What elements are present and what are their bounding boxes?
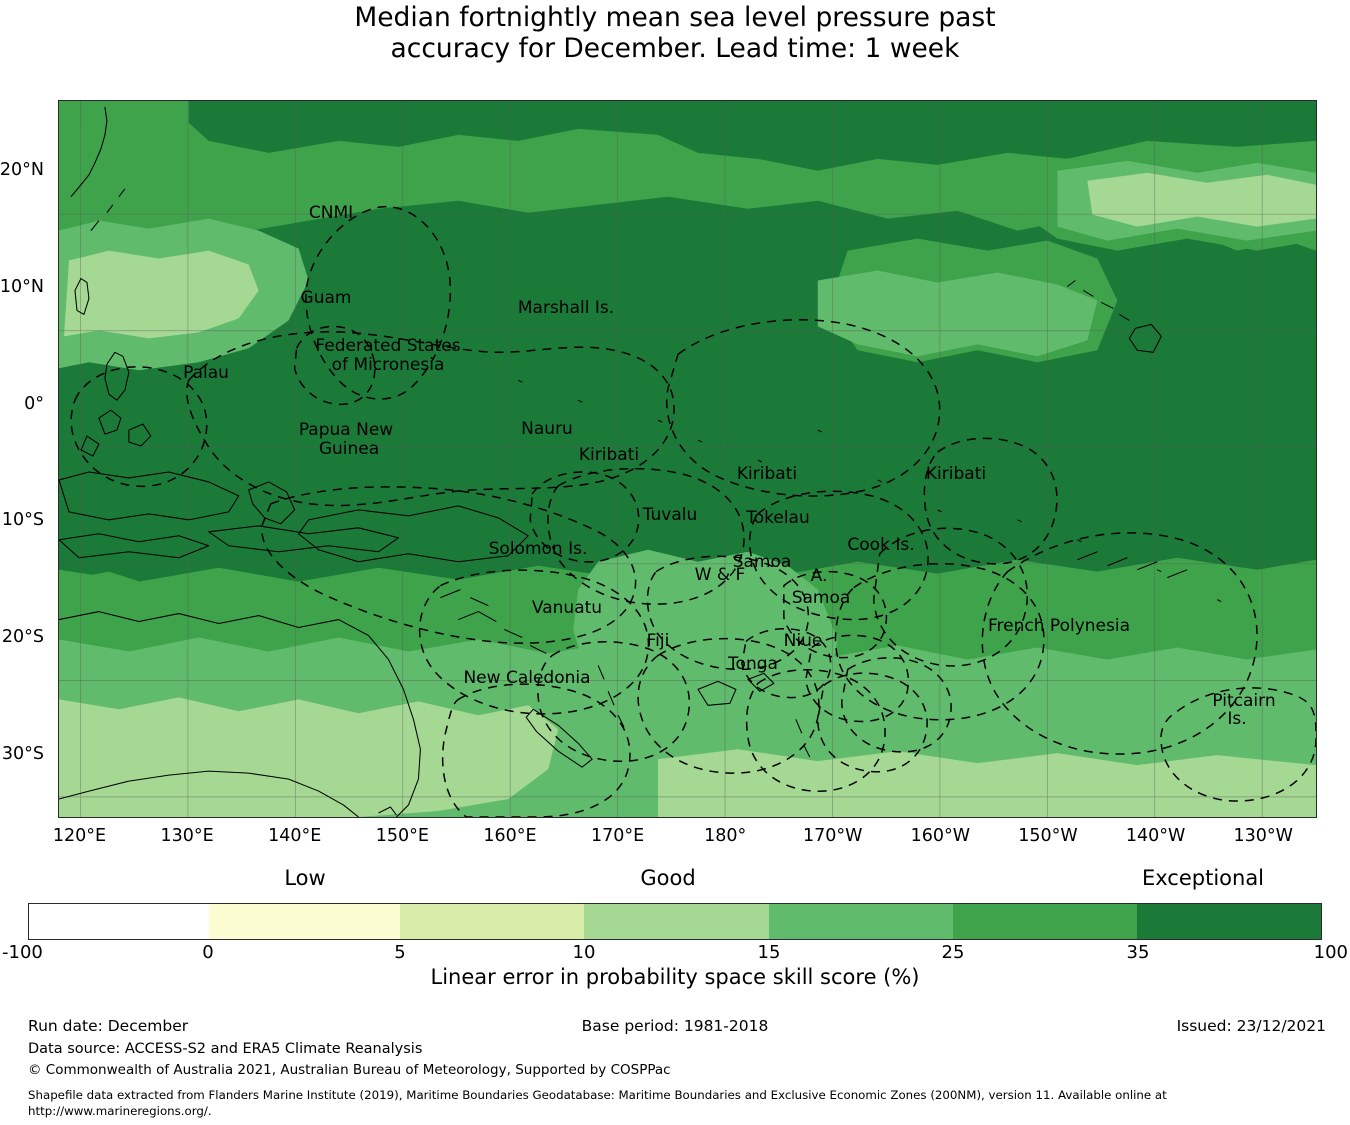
- contour-15-25-hawaii-core: [817, 270, 1098, 357]
- coastlines: [59, 106, 1222, 817]
- colorbar-tick-label: 35: [1126, 942, 1150, 963]
- colorbar-tick-label: 5: [394, 942, 406, 963]
- longitude-tick-label: 170°E: [590, 826, 645, 846]
- map-panel: CNMI Guam Marshall Is. Palau Federated State…: [58, 100, 1317, 818]
- latitude-tick-label: 30°S: [1, 743, 44, 764]
- latitude-axis: 20°N 10°N 0° 10°S 20°S 30°S: [0, 0, 50, 1125]
- shapefile-note: Shapefile data extracted from Flanders M…: [28, 1088, 1167, 1118]
- colorbar-tick-label: -100: [2, 942, 43, 963]
- longitude-tick-label: 160°W: [910, 826, 971, 846]
- page-title: Median fortnightly mean sea level pressu…: [0, 2, 1350, 64]
- contour-15-25-pitcairn: [1127, 651, 1316, 748]
- longitude-tick-label: 130°E: [160, 826, 214, 846]
- colorbar-tick-label: 10: [572, 942, 596, 963]
- contour-10-15-australia: [59, 697, 559, 817]
- copyright-note: © Commonwealth of Australia 2021, Austra…: [28, 1062, 671, 1078]
- latitude-tick-label: 20°S: [1, 627, 44, 648]
- colorbar-category-label: Exceptional: [1141, 866, 1265, 890]
- colorbar-segment: [584, 904, 769, 939]
- title-line-2: accuracy for December. Lead time: 1 week: [390, 33, 960, 64]
- colorbar-segment: [400, 904, 585, 939]
- colorbar-segment: [768, 904, 953, 939]
- longitude-tick-label: 150°E: [375, 826, 429, 846]
- longitude-tick-label: 140°E: [268, 826, 322, 846]
- colorbar-segment: [208, 904, 401, 939]
- colorbar-title: Linear error in probability space skill …: [430, 965, 920, 989]
- longitude-tick-label: 180°: [704, 826, 747, 846]
- title-line-1: Median fortnightly mean sea level pressu…: [354, 2, 996, 33]
- latitude-tick-label: 0°: [24, 393, 44, 414]
- longitude-axis: 120°E 130°E 140°E 150°E 160°E 170°E 180° 170°W 1…: [0, 826, 1350, 854]
- skill-score-map: [59, 101, 1316, 817]
- colorbar-tick-label: 15: [757, 942, 781, 963]
- contour-10-15-southeast: [658, 749, 1316, 817]
- data-source: Data source: ACCESS-S2 and ERA5 Climate …: [28, 1041, 423, 1057]
- eez-boundaries: [70, 205, 1316, 817]
- colorbar-segment: [1137, 904, 1321, 939]
- colorbar-tick-label: 0: [202, 942, 214, 963]
- longitude-tick-label: 170°W: [803, 826, 863, 846]
- contour-10-15-ne3: [1087, 172, 1316, 227]
- longitude-tick-label: 150°W: [1018, 826, 1078, 846]
- latitude-tick-label: 20°N: [0, 160, 44, 181]
- graticule: [59, 101, 1316, 817]
- colorbar-segment: [29, 904, 209, 939]
- longitude-tick-label: 130°W: [1233, 826, 1293, 846]
- longitude-tick-label: 120°E: [52, 826, 107, 846]
- latitude-tick-label: 10°N: [0, 276, 44, 297]
- issued-date: Issued: 23/12/2021: [1176, 1017, 1326, 1035]
- colorbar-category-label: Low: [284, 866, 326, 890]
- contour-35-100-west: [188, 101, 1316, 171]
- colorbar-tick-label: 100: [1313, 942, 1348, 963]
- latitude-tick-label: 10°S: [1, 510, 44, 531]
- colorbar-category-label: Good: [640, 866, 696, 890]
- colorbar-tick-label: 25: [941, 942, 965, 963]
- colorbar-segment: [952, 904, 1138, 939]
- contour-10-15-taiwan2: [63, 250, 259, 339]
- longitude-tick-label: 160°E: [483, 826, 537, 846]
- run-date: Run date: December: [28, 1017, 189, 1035]
- colorbar: [28, 903, 1322, 940]
- longitude-tick-label: 140°W: [1125, 826, 1186, 846]
- base-period: Base period: 1981-2018: [581, 1017, 769, 1035]
